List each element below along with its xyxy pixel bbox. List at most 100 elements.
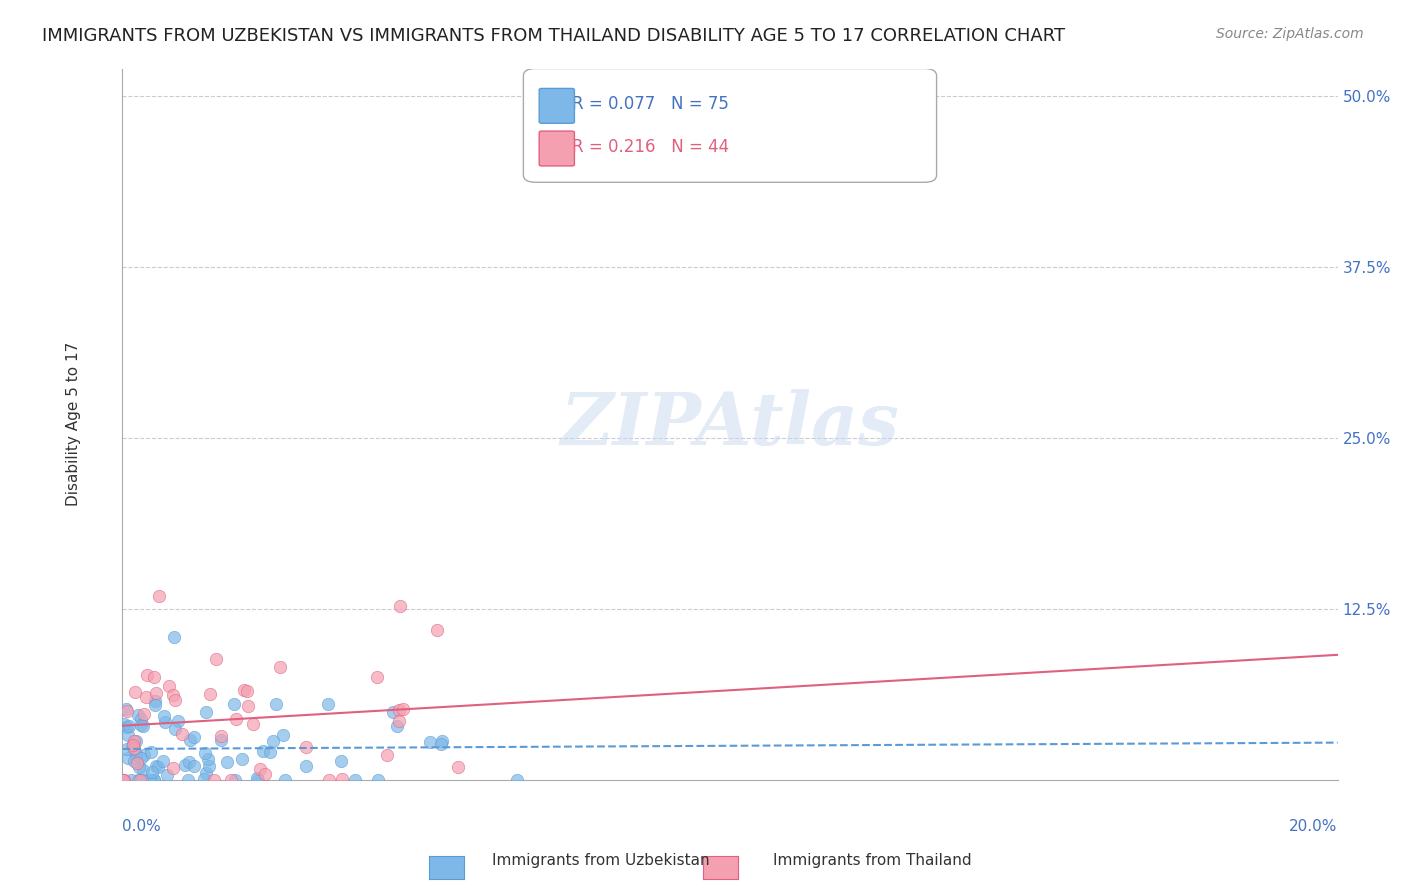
Point (262, 734, 284, 748)
Point (145, 686, 167, 700)
Point (125, 747, 148, 762)
Point (117, 728, 139, 742)
Point (115, 720, 138, 734)
Point (125, 756, 148, 770)
Point (148, 760, 170, 774)
Point (219, 772, 242, 787)
Point (124, 685, 146, 699)
Point (179, 755, 201, 769)
Point (385, 718, 408, 732)
Point (294, 758, 316, 772)
Point (447, 760, 470, 774)
Point (330, 772, 353, 787)
Point (125, 733, 148, 747)
Point (156, 767, 179, 781)
Point (141, 745, 163, 759)
Text: 20.0%: 20.0% (1289, 819, 1337, 834)
Point (131, 772, 153, 787)
FancyBboxPatch shape (538, 131, 575, 166)
Point (115, 741, 138, 756)
Point (117, 704, 139, 718)
Point (129, 751, 152, 765)
Point (252, 744, 274, 758)
Point (506, 772, 529, 787)
Point (136, 668, 159, 682)
Point (152, 754, 174, 768)
Point (242, 716, 264, 731)
Text: Disability Age 5 to 17: Disability Age 5 to 17 (66, 342, 82, 506)
Point (366, 670, 388, 684)
Point (266, 698, 288, 712)
Point (129, 772, 152, 787)
Point (127, 707, 149, 722)
Point (179, 733, 201, 747)
Point (112, 716, 135, 731)
Point (135, 690, 157, 704)
Point (162, 688, 184, 702)
Point (259, 745, 281, 759)
Text: ZIPAtlas: ZIPAtlas (561, 389, 900, 459)
Point (429, 737, 451, 751)
Point (131, 719, 153, 733)
Point (426, 623, 449, 637)
Point (121, 739, 143, 754)
Point (183, 730, 205, 744)
Point (163, 630, 186, 644)
Point (142, 772, 165, 787)
Point (120, 772, 142, 787)
Point (295, 740, 318, 755)
Point (148, 589, 170, 603)
Point (197, 758, 219, 772)
Point (166, 714, 188, 729)
Point (224, 772, 246, 787)
Point (198, 688, 221, 702)
Point (343, 772, 366, 787)
Point (132, 706, 155, 721)
Point (114, 702, 136, 716)
Point (388, 703, 411, 717)
Point (145, 698, 167, 713)
FancyBboxPatch shape (538, 88, 575, 123)
Point (419, 735, 441, 749)
Point (112, 772, 135, 787)
Point (173, 757, 195, 772)
Point (131, 764, 153, 778)
Point (247, 772, 270, 787)
Point (157, 680, 180, 694)
Point (391, 701, 413, 715)
Point (122, 739, 145, 753)
Point (177, 772, 200, 787)
Point (249, 762, 271, 776)
Text: Immigrants from Thailand: Immigrants from Thailand (773, 854, 972, 868)
Point (112, 772, 135, 787)
Point (118, 719, 141, 733)
Point (145, 694, 167, 708)
Point (225, 712, 247, 726)
Point (129, 712, 152, 726)
Point (162, 761, 184, 775)
Point (367, 772, 389, 787)
Point (377, 748, 399, 763)
Point (142, 772, 165, 787)
Point (165, 722, 187, 736)
FancyBboxPatch shape (523, 69, 936, 182)
Point (111, 772, 134, 787)
Point (194, 766, 217, 780)
Point (389, 599, 412, 613)
Point (128, 760, 150, 774)
Point (231, 752, 253, 766)
Point (183, 759, 205, 773)
Point (269, 659, 291, 673)
Point (127, 772, 149, 787)
Point (430, 734, 453, 748)
Point (117, 751, 139, 765)
Point (209, 733, 232, 747)
Point (202, 772, 225, 787)
Text: IMMIGRANTS FROM UZBEKISTAN VS IMMIGRANTS FROM THAILAND DISABILITY AGE 5 TO 17 CO: IMMIGRANTS FROM UZBEKISTAN VS IMMIGRANTS… (42, 27, 1066, 45)
Point (224, 697, 246, 711)
Point (195, 705, 218, 719)
Point (274, 772, 297, 787)
Point (217, 756, 239, 770)
Point (318, 772, 340, 787)
Point (246, 772, 269, 786)
